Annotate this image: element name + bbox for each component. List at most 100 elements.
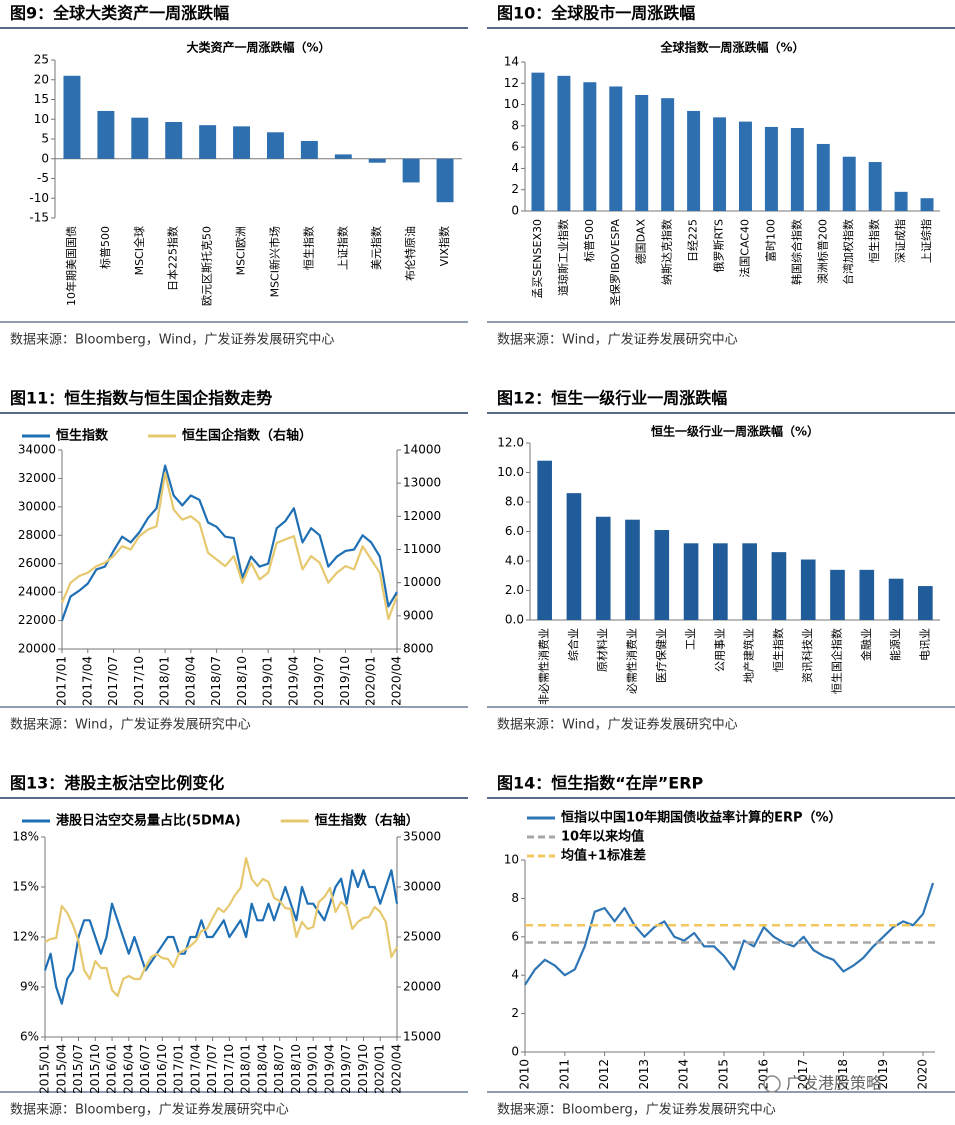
y-tick-label: 12.0 (497, 436, 524, 450)
watermark-icon (763, 1075, 781, 1093)
y-tick-label: 2 (511, 1006, 519, 1020)
x-tick-label: 2017/10 (132, 656, 146, 706)
x-tick-label: MSCI新兴市场 (267, 226, 281, 297)
x-tick-label: 金融业 (859, 628, 873, 661)
bar (131, 117, 149, 159)
x-tick-label: 2010 (518, 1059, 532, 1090)
y-tick-label: 14000 (403, 443, 441, 457)
x-tick-label: 2019/10 (356, 1044, 370, 1094)
y-tick-label: 28000 (18, 528, 56, 542)
x-tick-label: 2018/10 (235, 656, 249, 706)
x-tick-label: 2012 (597, 1059, 611, 1090)
legend-label: 恒生国企指数（右轴） (182, 428, 312, 444)
source-note: 数据来源：Bloomberg，广发证券发展研究中心 (10, 1102, 289, 1118)
x-tick-label: 标普500 (582, 219, 596, 262)
y-tick-label: 13000 (403, 476, 441, 490)
y-tick-label: 24000 (18, 585, 56, 599)
y-tick-label: 6.0 (505, 524, 524, 538)
legend-label: 恒指以中国10年期国债收益率计算的ERP（%） (561, 810, 842, 826)
bar (842, 156, 856, 211)
x-tick-label: 2018 (836, 1059, 850, 1090)
bar (888, 578, 904, 620)
source-note: 数据来源：Bloomberg，广发证券发展研究中心 (497, 1102, 776, 1118)
figure-title: 图11：恒生指数与恒生国企指数走势 (10, 389, 272, 408)
bar (402, 158, 420, 183)
y-tick-label: 8 (511, 891, 519, 905)
x-tick-label: 2017/07 (106, 656, 120, 706)
x-tick-label: 上证指数 (335, 226, 349, 270)
x-tick-label: 2018/10 (289, 1044, 303, 1094)
chart-title: 恒生一级行业一周涨跌幅（%） (651, 424, 819, 439)
x-tick-label: 2020/04 (390, 656, 404, 706)
x-tick-label: 2016/10 (155, 1044, 169, 1094)
y-tick-label: 0 (41, 151, 49, 165)
x-tick-label: 2016 (756, 1059, 770, 1090)
bar (918, 586, 933, 620)
bar (199, 125, 217, 159)
y-tick-label: 25 (34, 53, 49, 67)
y-tick-label: 2.0 (505, 583, 524, 597)
x-tick-label: 日经225 (687, 219, 700, 262)
y-tick-label: 10 (34, 112, 49, 126)
figure-title: 图12：恒生一级行业一周涨跌幅 (497, 389, 727, 408)
y-tick-label: 34000 (18, 443, 56, 457)
x-tick-label: 2020/04 (390, 1044, 404, 1094)
x-tick-label: 必需性消费业 (625, 628, 639, 694)
x-tick-label: 2020/01 (364, 656, 378, 706)
figure-title: 图13：港股主板沽空比例变化 (10, 774, 224, 793)
bar (531, 72, 545, 212)
source-note: 数据来源：Wind，广发证券发展研究中心 (497, 332, 738, 348)
y-tick-label: 0 (511, 204, 519, 218)
y-tick-label: 15 (34, 92, 49, 106)
x-tick-label: 2017/10 (222, 1044, 236, 1094)
bar (334, 154, 352, 159)
y-tick-label: 6% (20, 1030, 39, 1044)
bar (300, 140, 318, 159)
y-tick-label: 15% (12, 880, 39, 894)
chart-title: 全球指数一周涨跌幅（%） (659, 40, 804, 55)
x-tick-label: 2017/07 (205, 1044, 219, 1094)
y-tick-label: 9% (20, 980, 39, 994)
bar (654, 530, 670, 620)
y-tick-label: 8 (511, 118, 519, 132)
y-tick-label: 20000 (18, 642, 56, 656)
y-tick-label: 4 (511, 161, 519, 175)
y-tick-label: 15000 (403, 1030, 441, 1044)
y-tick-label: 10000 (403, 575, 441, 589)
series-line (43, 869, 399, 1005)
bar (266, 132, 284, 159)
legend-label: 均值+1标准差 (561, 848, 646, 864)
x-tick-label: MSCI欧洲 (235, 226, 248, 275)
bar (595, 516, 611, 620)
x-tick-label: 2019 (876, 1059, 890, 1090)
y-tick-label: 10 (504, 853, 519, 867)
x-tick-label: 公用事业 (713, 628, 726, 672)
bar (894, 191, 908, 211)
bar (920, 198, 934, 211)
bar (683, 543, 699, 620)
chart-title: 大类资产一周涨跌幅（%） (186, 40, 330, 55)
y-tick-label: 20000 (403, 980, 441, 994)
y-tick-label: 0 (511, 1045, 519, 1059)
y-tick-label: 18% (12, 830, 39, 844)
x-tick-label: MSCI全球 (132, 226, 146, 275)
y-tick-label: 4.0 (505, 554, 524, 568)
x-tick-label: VIX指数 (437, 226, 451, 266)
x-tick-label: 欧元区斯托克50 (200, 226, 214, 306)
x-tick-label: 上证综指 (919, 219, 933, 263)
source-note: 数据来源：Bloomberg，Wind，广发证券发展研究中心 (10, 332, 334, 348)
x-tick-label: 日本225指数 (166, 226, 180, 291)
bar (165, 122, 183, 159)
y-tick-label: 8.0 (505, 495, 524, 509)
y-tick-label: 5 (41, 132, 49, 146)
series-line (60, 472, 399, 621)
y-tick-label: 6 (511, 929, 519, 943)
x-tick-label: 10年期美国国债 (64, 226, 78, 306)
y-tick-label: 11000 (403, 542, 441, 556)
y-tick-label: 30000 (18, 499, 56, 513)
x-tick-label: 道琼斯工业指数 (556, 219, 570, 296)
x-tick-label: 2018/01 (158, 656, 172, 706)
x-tick-label: 孟买SENSEX30 (531, 219, 544, 299)
